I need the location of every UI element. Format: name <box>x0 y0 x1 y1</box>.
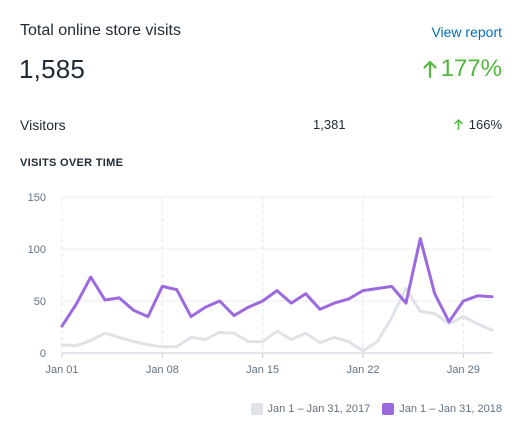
y-tick-label: 50 <box>34 296 46 308</box>
legend-item-2017: Jan 1 – Jan 31, 2017 <box>250 403 371 415</box>
y-tick-label: 0 <box>40 348 46 360</box>
series-line-2017 <box>60 287 494 353</box>
x-tick-label: Jan 29 <box>447 364 480 376</box>
series-line-2018 <box>60 237 494 328</box>
x-tick-label: Jan 15 <box>246 364 279 376</box>
legend-swatch-2018 <box>382 403 395 415</box>
visitors-change: 166% <box>454 117 502 132</box>
card-title: Total online store visits <box>20 22 181 39</box>
visitors-value: 1,381 <box>313 117 346 132</box>
x-tick-label: Jan 08 <box>146 364 179 376</box>
x-tick-label: Jan 01 <box>45 364 78 376</box>
visitors-change-value: 166% <box>468 117 502 132</box>
total-change-value: 177% <box>440 55 502 82</box>
arrow-up-icon <box>454 119 463 130</box>
total-visits-value: 1,585 <box>19 54 86 84</box>
total-change-badge: 177% <box>423 55 502 83</box>
visits-line-chart: 0 50 100 150 Jan 01 Jan 08 Jan 15 Jan 22 Jan 29 <box>28 192 494 376</box>
legend-item-2018: Jan 1 – Jan 31, 2018 <box>382 403 502 415</box>
view-report-link[interactable]: View report <box>431 24 502 40</box>
visitors-label: Visitors <box>20 117 66 133</box>
y-tick-label: 100 <box>28 244 46 256</box>
legend-swatch-2017 <box>250 403 263 415</box>
chart-legend: Jan 1 – Jan 31, 2017 Jan 1 – Jan 31, 201… <box>250 403 502 415</box>
section-title: VISITS OVER TIME <box>20 157 124 169</box>
legend-label-2017: Jan 1 – Jan 31, 2017 <box>267 403 371 415</box>
arrow-up-icon <box>423 60 437 78</box>
y-tick-label: 150 <box>28 192 46 204</box>
legend-label-2018: Jan 1 – Jan 31, 2018 <box>399 403 502 415</box>
x-tick-label: Jan 22 <box>346 364 379 376</box>
